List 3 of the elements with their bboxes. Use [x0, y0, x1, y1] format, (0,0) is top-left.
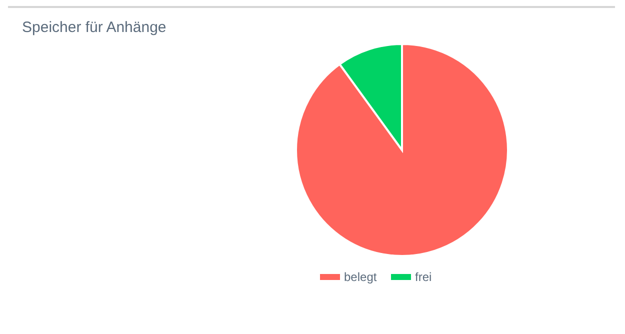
text: Speicher für Anhänge — [22, 19, 166, 36]
legend-label: belegt — [344, 270, 378, 284]
legend-label: frei — [415, 270, 432, 284]
